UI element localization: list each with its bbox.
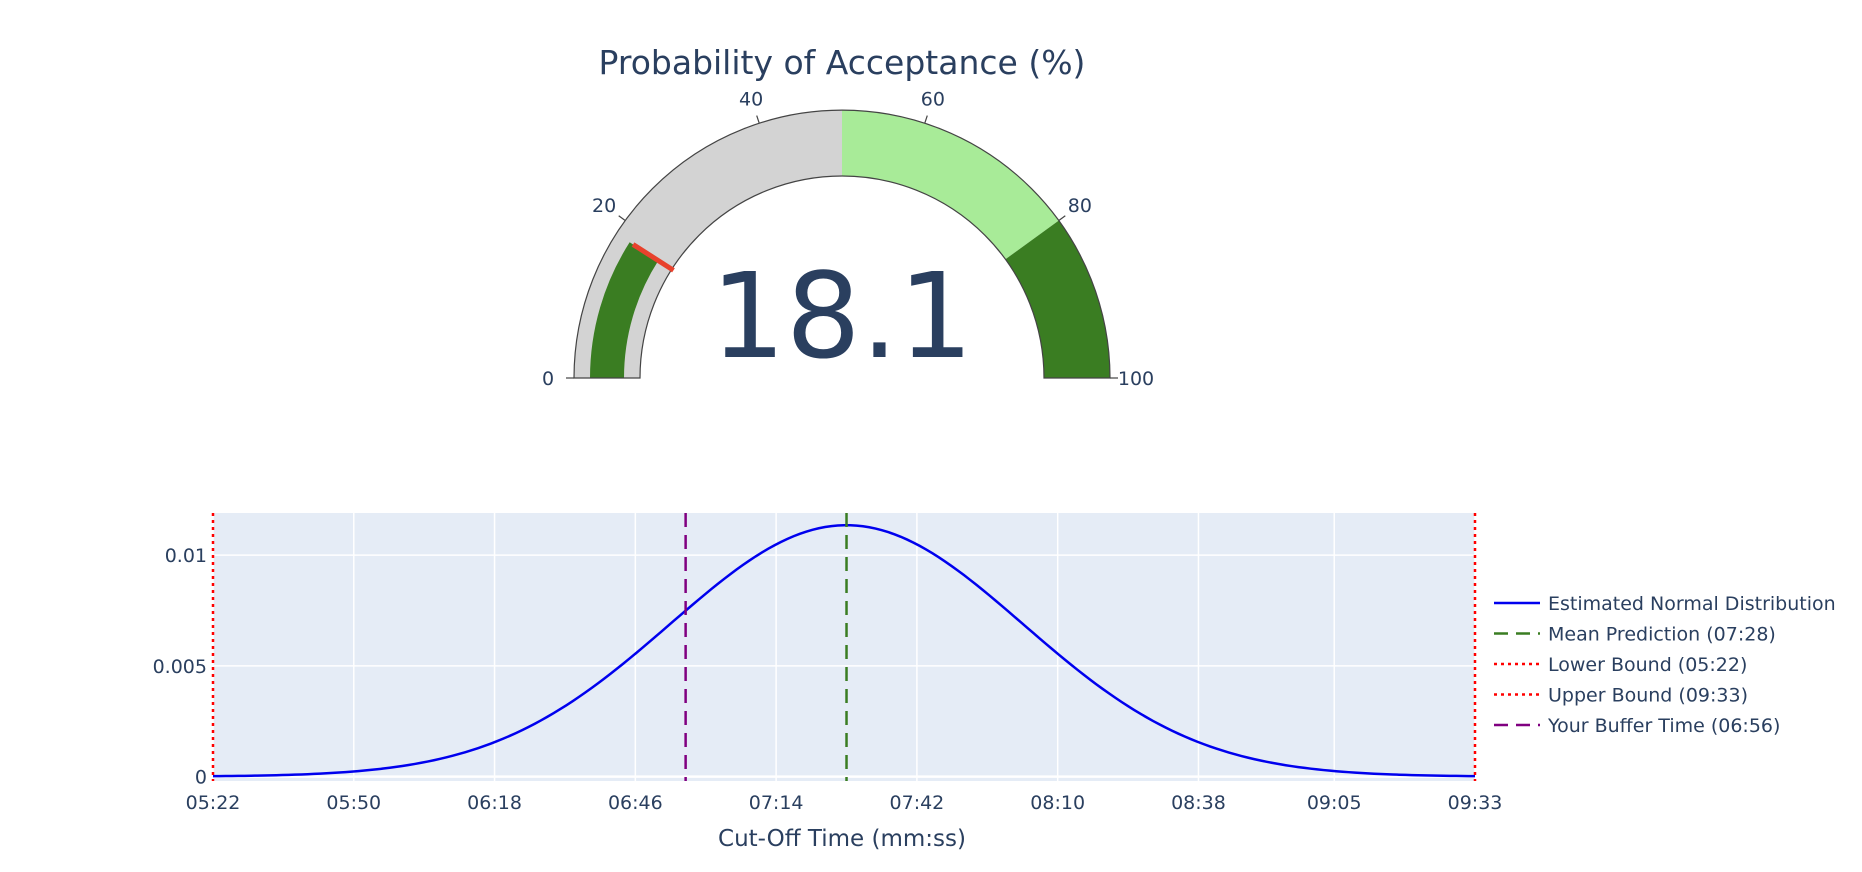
gauge-tick-label: 0 bbox=[542, 368, 554, 390]
x-tick-label: 05:22 bbox=[186, 792, 241, 814]
gauge-border bbox=[573, 109, 1111, 379]
gauge-tick-label: 100 bbox=[1118, 368, 1154, 390]
gauge-tick-label: 40 bbox=[739, 88, 763, 110]
legend-label: Estimated Normal Distribution bbox=[1548, 593, 1836, 615]
gauge-value: 18.1 bbox=[711, 247, 974, 385]
x-tick-label: 08:38 bbox=[1171, 792, 1226, 814]
legend-item[interactable]: Mean Prediction (07:28) bbox=[1494, 624, 1776, 646]
gauge-tick-label: 60 bbox=[921, 88, 945, 110]
legend-label: Your Buffer Time (06:56) bbox=[1547, 715, 1780, 737]
plot-area bbox=[213, 513, 1475, 781]
x-axis-ticks: 05:22 05:50 06:18 06:46 07:14 07:42 08:10 08:38… bbox=[186, 792, 1503, 814]
gauge-title: Probability of Acceptance (%) bbox=[599, 43, 1086, 82]
y-tick-label: 0.01 bbox=[165, 545, 207, 567]
y-tick-label: 0 bbox=[195, 767, 207, 789]
gauge-step-0 bbox=[574, 110, 842, 378]
gauge-tick-mark bbox=[618, 215, 626, 221]
distribution-chart: 05:22 05:50 06:18 06:46 07:14 07:42 08:10 08:38… bbox=[153, 513, 1836, 852]
x-tick-label: 07:14 bbox=[749, 792, 804, 814]
gauge-tick-mark bbox=[1058, 215, 1066, 221]
x-tick-label: 09:33 bbox=[1448, 792, 1503, 814]
legend-item[interactable]: Lower Bound (05:22) bbox=[1494, 654, 1747, 676]
gauge-tick-mark bbox=[924, 115, 928, 124]
gauge-step-2 bbox=[1005, 220, 1110, 378]
x-tick-label: 06:46 bbox=[608, 792, 663, 814]
legend-item[interactable]: Estimated Normal Distribution bbox=[1494, 593, 1836, 615]
gauge-chart: Probability of Acceptance (%) 0 20 40 60 80 1… bbox=[542, 43, 1154, 390]
gauge-value-bar bbox=[590, 242, 659, 378]
x-tick-label: 09:05 bbox=[1307, 792, 1362, 814]
legend-item[interactable]: Upper Bound (09:33) bbox=[1494, 685, 1748, 707]
gauge-outline bbox=[573, 109, 1111, 379]
x-tick-label: 05:50 bbox=[326, 792, 381, 814]
gauge-threshold-line bbox=[631, 242, 675, 273]
y-axis-ticks: 0 0.005 0.01 bbox=[153, 545, 207, 788]
x-tick-label: 07:42 bbox=[890, 792, 945, 814]
curve-layer bbox=[212, 523, 1476, 778]
x-axis-title: Cut-Off Time (mm:ss) bbox=[718, 826, 966, 852]
legend-label: Upper Bound (09:33) bbox=[1548, 685, 1748, 707]
reference-lines bbox=[211, 513, 1477, 781]
legend[interactable]: Estimated Normal Distribution Mean Predic… bbox=[1494, 593, 1836, 737]
y-tick-label: 0.005 bbox=[153, 656, 207, 678]
x-tick-label: 06:18 bbox=[467, 792, 522, 814]
gauge-threshold bbox=[631, 242, 675, 273]
gauge-steps bbox=[574, 110, 1110, 378]
x-tick-label: 08:10 bbox=[1030, 792, 1085, 814]
legend-label: Mean Prediction (07:28) bbox=[1548, 624, 1776, 646]
gauge-tick-label: 80 bbox=[1068, 195, 1092, 217]
gauge-step-1 bbox=[842, 110, 1059, 260]
gauge-tick-mark bbox=[756, 115, 760, 124]
gauge-bar bbox=[590, 242, 659, 378]
legend-item[interactable]: Your Buffer Time (06:56) bbox=[1494, 715, 1780, 737]
gauge-ticks: 0 20 40 60 80 100 bbox=[542, 88, 1154, 390]
series-estimated-normal-distribution bbox=[212, 523, 1476, 778]
gauge-tick-label: 20 bbox=[592, 195, 616, 217]
legend-label: Lower Bound (05:22) bbox=[1548, 654, 1747, 676]
